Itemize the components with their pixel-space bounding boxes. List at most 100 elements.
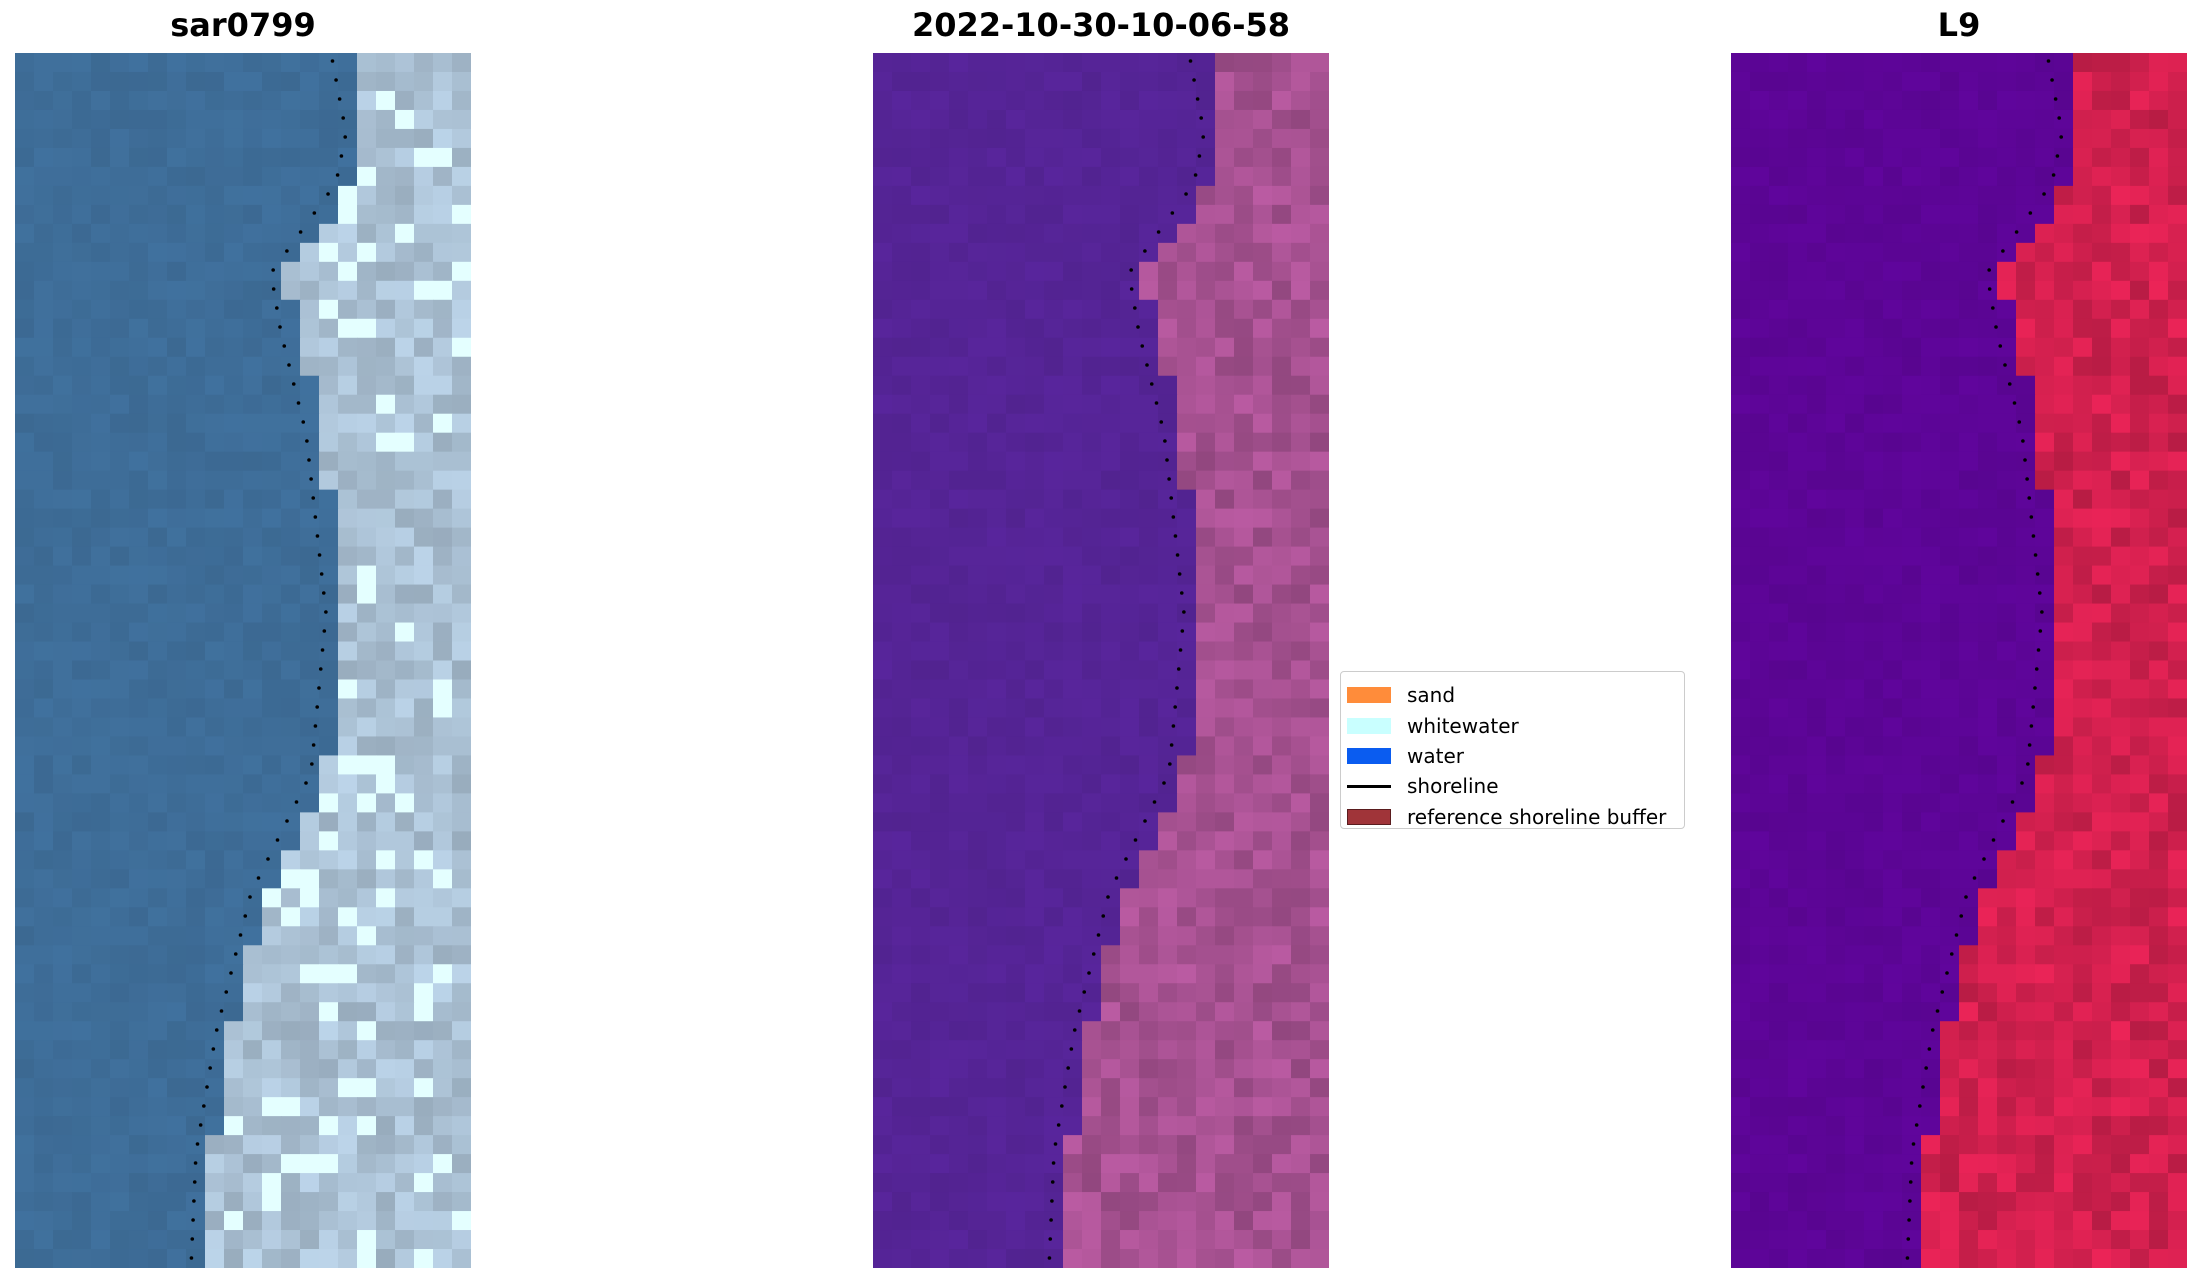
image-pixel [91, 660, 111, 680]
image-pixel [1769, 793, 1789, 813]
image-pixel [414, 204, 434, 225]
image-pixel [1750, 1173, 1770, 1193]
image-pixel [186, 717, 206, 737]
image-pixel [987, 793, 1007, 813]
image-pixel [1978, 1173, 1998, 1193]
image-pixel [2054, 812, 2074, 832]
image-pixel [1253, 850, 1273, 870]
image-pixel [91, 603, 111, 624]
image-pixel [1731, 641, 1751, 661]
image-pixel [987, 1154, 1007, 1174]
image-pixel [376, 964, 396, 984]
image-pixel [129, 1078, 149, 1098]
image-pixel [91, 869, 111, 889]
image-pixel [1101, 698, 1121, 718]
image-pixel [129, 53, 149, 73]
image-pixel [15, 831, 35, 851]
image-pixel [2073, 337, 2093, 358]
image-pixel [1291, 1078, 1311, 1098]
image-pixel [1902, 660, 1922, 680]
image-pixel [987, 413, 1007, 434]
image-pixel [395, 1154, 415, 1174]
image-pixel [2111, 242, 2131, 263]
image-pixel [53, 983, 73, 1003]
image-pixel [2016, 565, 2036, 586]
image-pixel [1883, 1249, 1903, 1268]
image-pixel [2054, 755, 2074, 775]
image-pixel [1750, 1078, 1770, 1098]
image-pixel [395, 641, 415, 661]
image-pixel [205, 527, 225, 548]
image-pixel [1101, 413, 1121, 434]
shoreline-point [190, 1237, 195, 1241]
image-pixel [949, 831, 969, 851]
image-pixel [1731, 584, 1751, 605]
shoreline-point [305, 439, 309, 443]
image-pixel [357, 1230, 377, 1250]
image-pixel [1845, 413, 1865, 434]
image-pixel [53, 242, 73, 263]
shoreline-point [2012, 401, 2017, 405]
image-pixel [1807, 432, 1827, 453]
image-pixel [414, 698, 434, 718]
image-pixel [15, 299, 35, 320]
image-pixel [1902, 983, 1922, 1003]
image-pixel [357, 166, 377, 187]
image-pixel [1864, 1249, 1884, 1268]
image-pixel [2092, 489, 2112, 510]
image-pixel [129, 679, 149, 699]
image-pixel [1215, 983, 1235, 1003]
image-pixel [1864, 1116, 1884, 1136]
image-pixel [319, 1078, 339, 1098]
image-pixel [1750, 565, 1770, 586]
image-pixel [1177, 451, 1197, 472]
image-pixel [1234, 299, 1254, 320]
image-pixel [1845, 394, 1865, 415]
image-pixel [129, 1249, 149, 1268]
image-pixel [414, 1173, 434, 1193]
image-pixel [433, 660, 453, 680]
shoreline-point [2001, 819, 2005, 823]
image-pixel [1139, 261, 1159, 282]
image-pixel [1196, 109, 1216, 130]
image-pixel [1864, 983, 1884, 1003]
image-pixel [338, 166, 358, 187]
legend-label-shoreline: shoreline [1407, 774, 1499, 799]
image-pixel [414, 1154, 434, 1174]
image-pixel [262, 1135, 282, 1155]
image-pixel [2111, 1116, 2131, 1136]
image-pixel [357, 907, 377, 927]
image-pixel [1921, 53, 1941, 73]
image-pixel [968, 470, 988, 491]
image-pixel [892, 1173, 912, 1193]
image-pixel [224, 736, 244, 756]
image-pixel [34, 812, 54, 832]
image-pixel [414, 964, 434, 984]
image-pixel [1864, 128, 1884, 149]
image-pixel [1845, 204, 1865, 225]
image-pixel [338, 261, 358, 282]
image-pixel [1196, 1135, 1216, 1155]
image-pixel [1978, 869, 1998, 889]
image-pixel [224, 1116, 244, 1136]
image-pixel [1921, 584, 1941, 605]
shoreline-point [1195, 97, 1200, 101]
image-pixel [1750, 1192, 1770, 1212]
image-pixel [452, 527, 471, 548]
image-pixel [1215, 375, 1235, 396]
image-pixel [987, 1116, 1007, 1136]
image-pixel [1807, 717, 1827, 737]
image-pixel [338, 413, 358, 434]
image-pixel [1788, 1116, 1808, 1136]
shoreline-point [1173, 705, 1177, 709]
image-pixel [2073, 679, 2093, 699]
image-pixel [1101, 945, 1121, 965]
image-pixel [205, 736, 225, 756]
image-pixel [262, 1192, 282, 1212]
image-pixel [167, 489, 187, 510]
image-pixel [892, 679, 912, 699]
image-pixel [987, 527, 1007, 548]
image-pixel [1139, 527, 1159, 548]
image-pixel [2035, 1116, 2055, 1136]
image-pixel [1997, 1173, 2017, 1193]
